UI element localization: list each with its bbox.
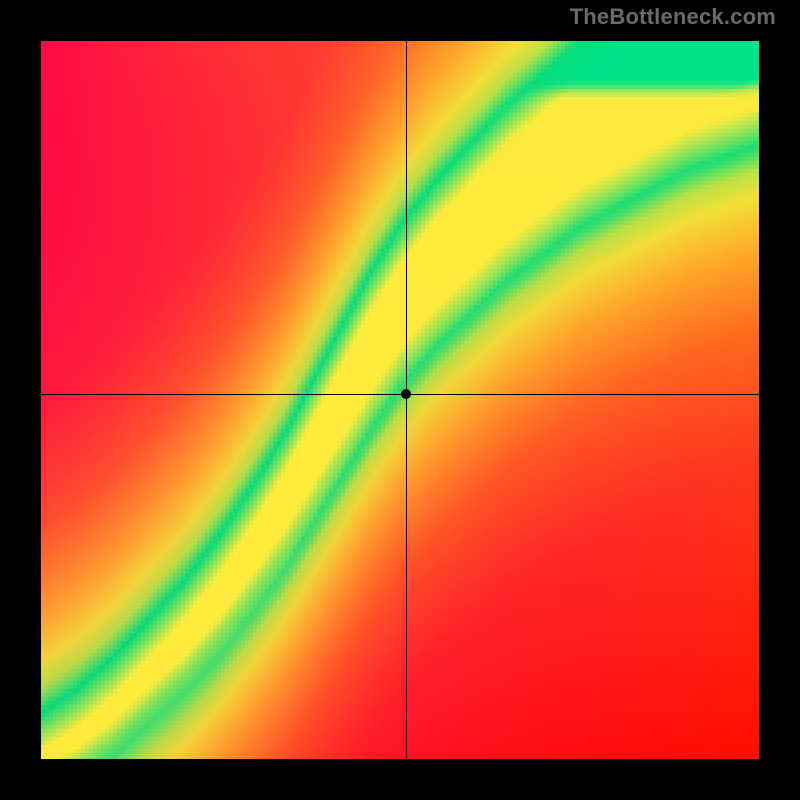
- crosshair-horizontal: [41, 394, 759, 395]
- watermark-text: TheBottleneck.com: [570, 4, 776, 30]
- chart-frame: TheBottleneck.com: [0, 0, 800, 800]
- heatmap-plot: [41, 41, 759, 759]
- crosshair-vertical: [406, 41, 407, 759]
- crosshair-marker: [401, 389, 411, 399]
- heatmap-canvas: [41, 41, 759, 759]
